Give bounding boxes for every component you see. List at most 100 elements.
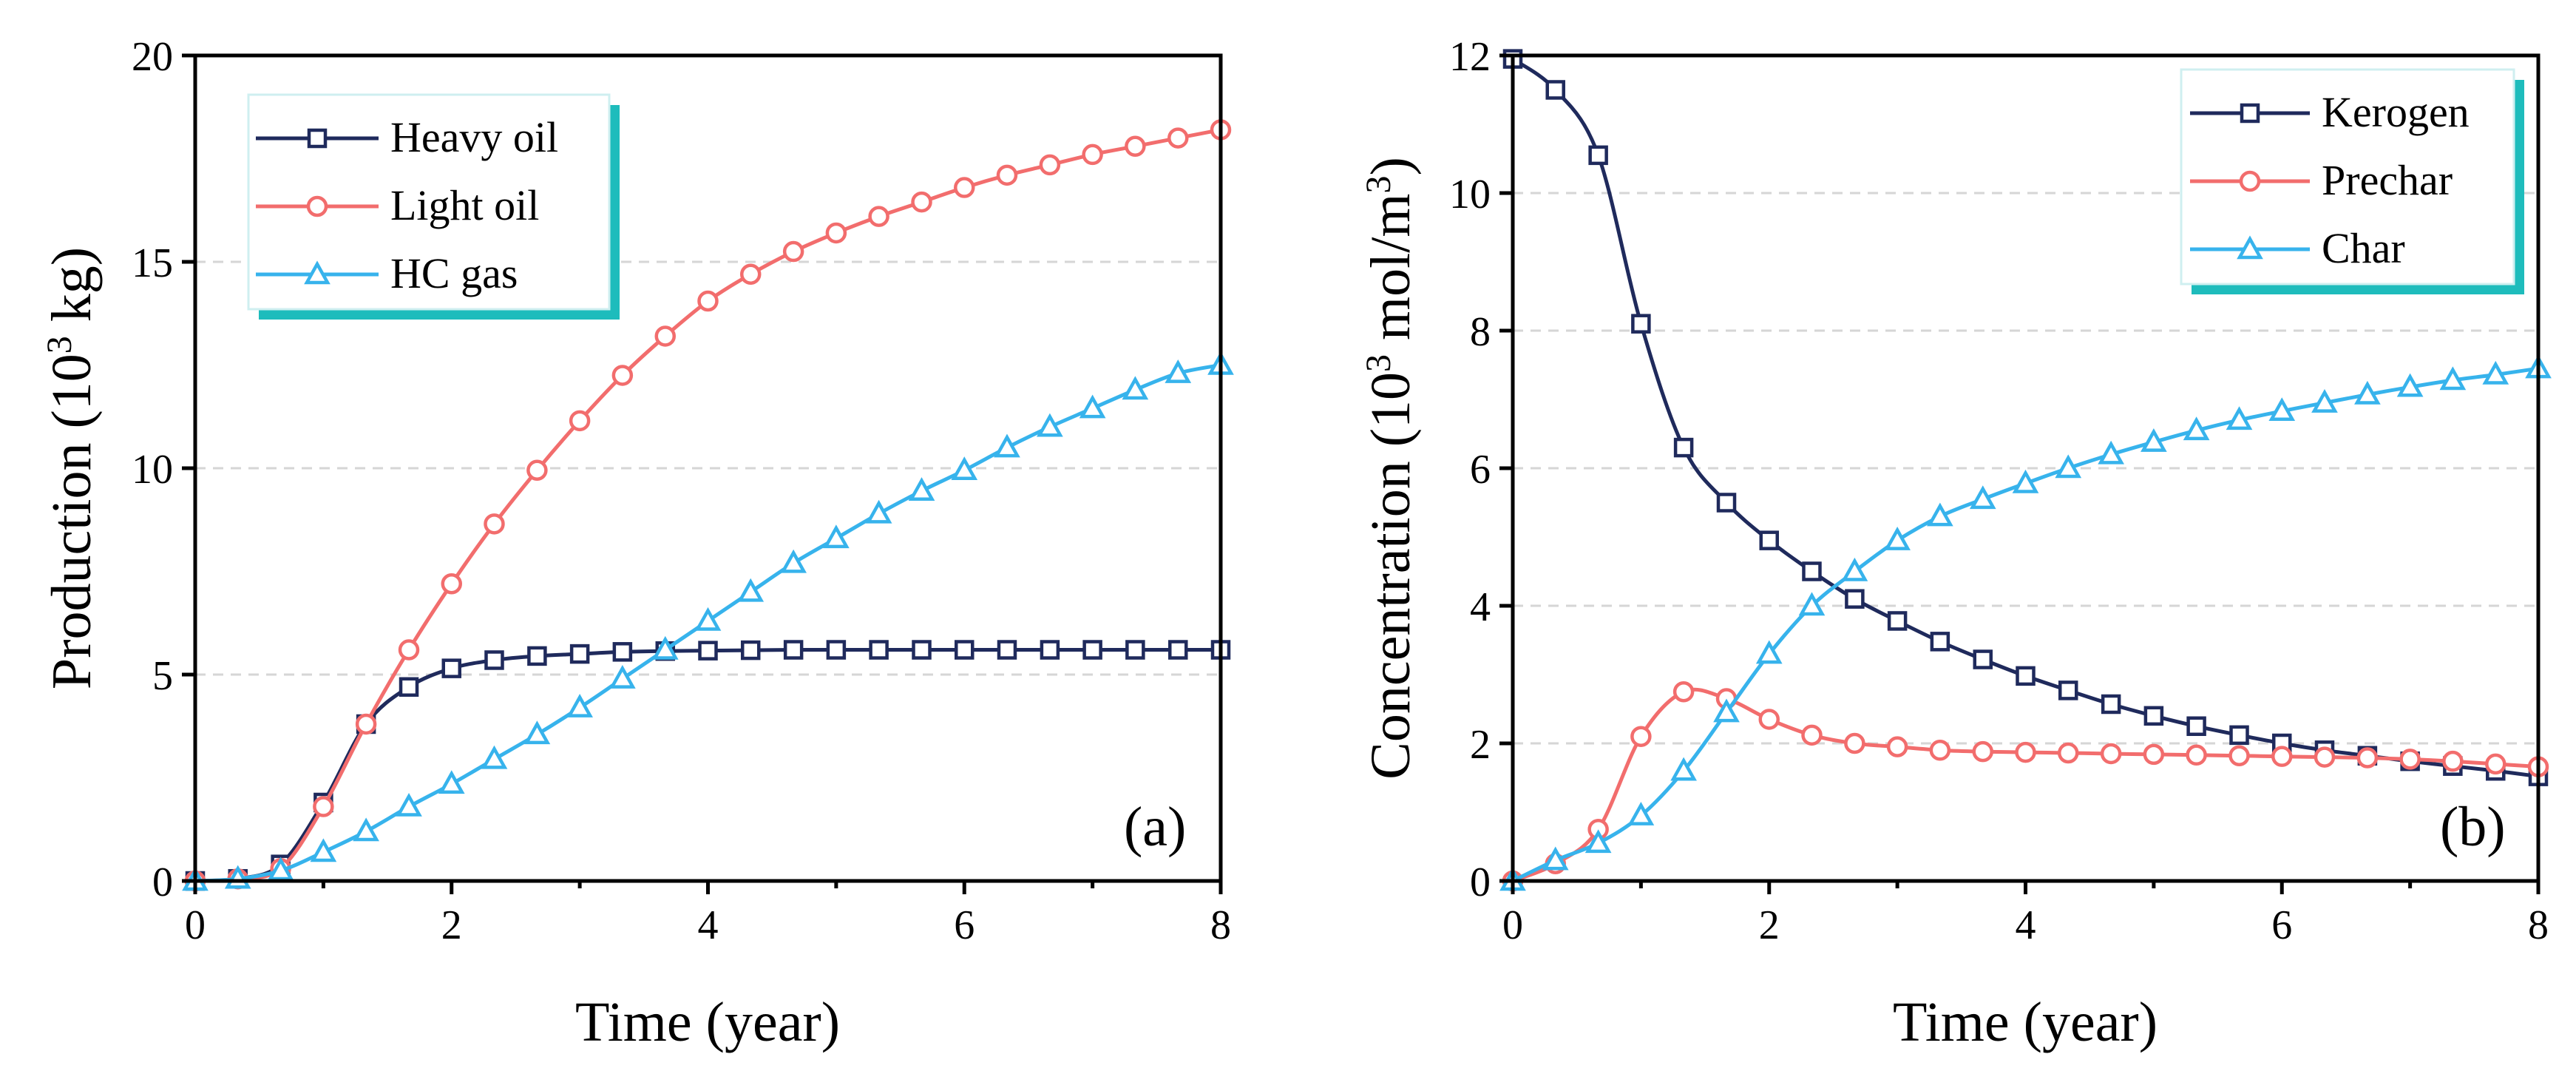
hc-gas-point-3 (310, 838, 337, 862)
kerogen-point-14 (2101, 694, 2121, 715)
kerogen-point-12 (2016, 666, 2036, 686)
legend-label-light-oil: Light oil (390, 181, 539, 229)
panel-a-x-tick-label-8: 8 (1210, 902, 1231, 948)
heavy-oil-point-7 (484, 650, 504, 670)
kerogen-point-8 (1845, 589, 1865, 609)
kerogen-point-6 (1759, 530, 1779, 550)
series-line-prechar (1512, 687, 2539, 883)
prechar-point-13 (2057, 742, 2079, 764)
panel-b-ticks: 0 2 4 6 8 0 2 4 6 8 10 12 (1449, 34, 2549, 948)
kerogen-point-11 (1973, 649, 1993, 669)
legend-item-prechar (2190, 170, 2310, 192)
panel-a-x-tick-label-6: 6 (954, 902, 975, 948)
panel-a-y-tick-label-15: 15 (132, 240, 173, 286)
prechar-point-17 (2228, 745, 2250, 766)
legend-label-char: Char (2322, 224, 2405, 272)
legend-marker-light-oil (306, 195, 328, 217)
hc-gas-point-16 (865, 499, 892, 524)
panel-b-y-title-end: ) (1360, 157, 1422, 175)
panel-a-grid (195, 260, 1221, 676)
light-oil-point-9 (569, 410, 591, 432)
legend-label-heavy-oil: Heavy oil (390, 113, 558, 161)
panel-b-label: (b) (2440, 796, 2506, 858)
panel-a-ticks: 0 2 4 6 8 0 5 10 15 20 (132, 34, 1231, 948)
panel-b-x-tick-label-6: 6 (2271, 902, 2292, 948)
panel-b-y-tick-label-6: 6 (1470, 447, 1491, 493)
hc-gas-point-10 (609, 664, 636, 689)
kerogen-point-16 (2186, 716, 2206, 736)
hc-gas-point-21 (1079, 394, 1106, 419)
legend-item-char (2190, 235, 2310, 260)
panel-b-y-tick-label-0: 0 (1470, 859, 1491, 905)
legend-item-hc-gas (256, 260, 379, 285)
panel-b-x-tick-label-0: 0 (1502, 902, 1523, 948)
hc-gas-point-2 (267, 857, 294, 881)
light-oil-point-19 (996, 164, 1018, 186)
prechar-point-9 (1886, 736, 1908, 757)
panel-a-y-tick-label-5: 5 (152, 653, 173, 699)
char-point-12 (2012, 469, 2039, 493)
kerogen-point-3 (1631, 314, 1651, 334)
panel-b-series (1499, 49, 2552, 892)
light-oil-point-4 (355, 713, 377, 735)
panel-b-y-title-sup2: 3 (1359, 175, 1398, 193)
panel-b-x-tick-label-8: 8 (2528, 902, 2549, 948)
prechar-point-6 (1758, 709, 1780, 730)
light-oil-point-11 (654, 325, 677, 347)
light-oil-point-23 (1167, 127, 1189, 149)
panel-b-x-axis-title: Time (year) (1893, 991, 2158, 1053)
hc-gas-point-11 (651, 635, 679, 660)
light-oil-point-22 (1125, 135, 1146, 158)
light-oil-point-17 (911, 191, 932, 213)
panel-a: 0 2 4 6 8 0 5 10 15 20 (a) Time (year) Production… (40, 34, 1234, 1053)
heavy-oil-point-5 (399, 677, 419, 697)
panel-b-x-tick-label-4: 4 (2016, 902, 2036, 948)
prechar-point-20 (2356, 747, 2379, 769)
heavy-oil-point-20 (1040, 640, 1060, 660)
char-point-3 (1627, 802, 1655, 825)
heavy-oil-point-19 (997, 640, 1017, 660)
char-point-6 (1755, 640, 1783, 664)
prechar-point-19 (2314, 746, 2336, 768)
prechar-point-18 (2271, 746, 2293, 767)
panel-a-x-tick-label-4: 4 (698, 902, 719, 948)
panel-a-y-title-end: kg) (41, 247, 103, 336)
prechar-point-21 (2399, 749, 2421, 770)
panel-a-legend: Heavy oil Light oil HC gas (247, 93, 620, 320)
kerogen-point-15 (2143, 706, 2164, 726)
panel-b: 0 2 4 6 8 0 2 4 6 8 10 12 (b) Time (year) Concentra… (1359, 34, 2552, 1053)
hc-gas-point-22 (1122, 376, 1149, 400)
series-line-char (1511, 366, 2539, 883)
prechar-point-14 (2100, 743, 2122, 765)
char-point-9 (1884, 527, 1911, 550)
char-point-10 (1927, 502, 1953, 527)
legend-item-light-oil (256, 195, 379, 217)
char-point-14 (2098, 440, 2124, 465)
panel-a-series (182, 119, 1234, 892)
prechar-point-7 (1801, 724, 1823, 746)
heavy-oil-point-13 (740, 640, 761, 661)
kerogen-point-9 (1887, 611, 1908, 631)
panel-b-y-title-mid: mol/m (1360, 193, 1422, 354)
prechar-point-15 (2143, 743, 2165, 766)
heavy-oil-point-6 (441, 658, 461, 678)
legend-marker-prechar (2239, 170, 2261, 192)
heavy-oil-point-14 (783, 640, 804, 660)
panel-b-y-tick-label-2: 2 (1470, 722, 1491, 768)
hc-gas-point-19 (994, 433, 1020, 458)
panel-a-y-tick-label-10: 10 (132, 447, 173, 493)
hc-gas-point-15 (823, 524, 850, 549)
char-point-15 (2141, 428, 2167, 452)
char-point-22 (2439, 366, 2467, 391)
prechar-point-3 (1630, 726, 1652, 747)
hc-gas-point-6 (438, 770, 465, 794)
kerogen-point-4 (1673, 437, 1694, 458)
prechar-point-11 (1972, 740, 1994, 763)
legend-label-prechar: Prechar (2322, 156, 2453, 204)
char-point-5 (1713, 698, 1740, 723)
char-point-16 (2183, 416, 2210, 441)
hc-gas-point-8 (523, 720, 551, 745)
panel-a-x-axis-title: Time (year) (575, 991, 840, 1053)
kerogen-point-2 (1588, 145, 1608, 166)
